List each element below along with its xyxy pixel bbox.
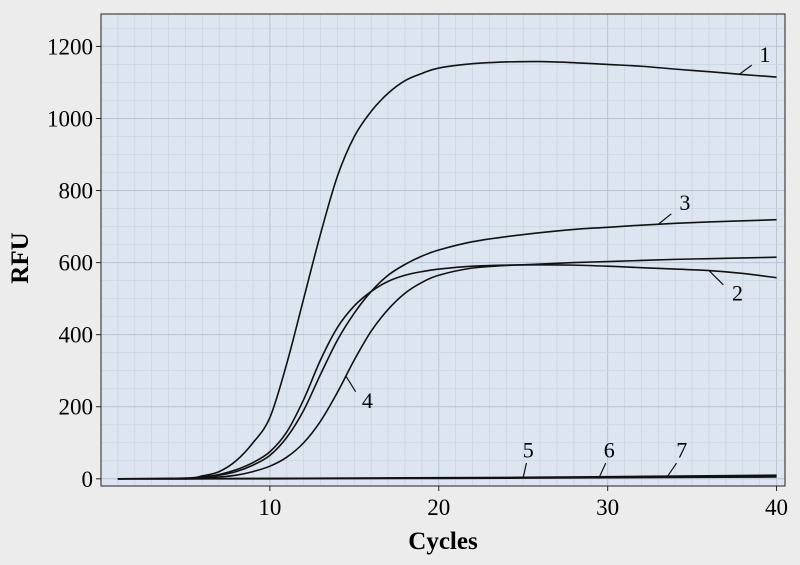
grid-layer (101, 14, 785, 486)
annotation-leader-2 (708, 270, 724, 286)
y-axis-title: RFU (7, 232, 34, 283)
plot-frame (100, 13, 786, 487)
plot-background (101, 14, 785, 486)
series-line-3 (117, 218, 777, 480)
x-axis-title: Cycles (408, 528, 478, 555)
annotation-label-3: 3 (679, 190, 690, 215)
annotation-leader-1 (739, 64, 753, 75)
annotation-leader-4 (345, 375, 357, 393)
annotation-label-5: 5 (523, 437, 534, 462)
annotation-layer: 1 2 3 4 5 6 7 (345, 42, 770, 478)
x-tick-label: 40 (765, 495, 788, 520)
x-tick-label: 20 (427, 495, 450, 520)
annotation-leader-7 (666, 462, 678, 478)
annotation-label-2: 2 (732, 281, 743, 306)
annotation-label-7: 7 (676, 437, 687, 462)
annotation-label-4: 4 (362, 388, 373, 413)
y-tick-label: 1000 (47, 106, 93, 131)
x-tick-label: 30 (596, 495, 619, 520)
series-line-4 (117, 256, 777, 480)
annotation-leader-6 (598, 462, 607, 478)
y-tick-label: 400 (59, 323, 94, 348)
series-line-7 (117, 476, 777, 480)
y-tick-label: 800 (59, 179, 94, 204)
y-tick-label: 1200 (47, 34, 93, 59)
annotation-leader-3 (657, 213, 672, 225)
annotation-label-1: 1 (759, 42, 770, 67)
x-tick-label: 10 (258, 495, 281, 520)
annotation-leader-5 (522, 462, 528, 478)
y-tick-label: 600 (59, 251, 94, 276)
y-tick-label: 0 (82, 467, 94, 492)
series-line-2 (117, 263, 777, 480)
tick-layer: 0 200 400 600 800 1000 1200 10 20 30 40 (47, 34, 788, 520)
y-tick-label: 200 (59, 395, 94, 420)
annotation-label-6: 6 (604, 437, 615, 462)
series-line-1 (117, 60, 777, 480)
